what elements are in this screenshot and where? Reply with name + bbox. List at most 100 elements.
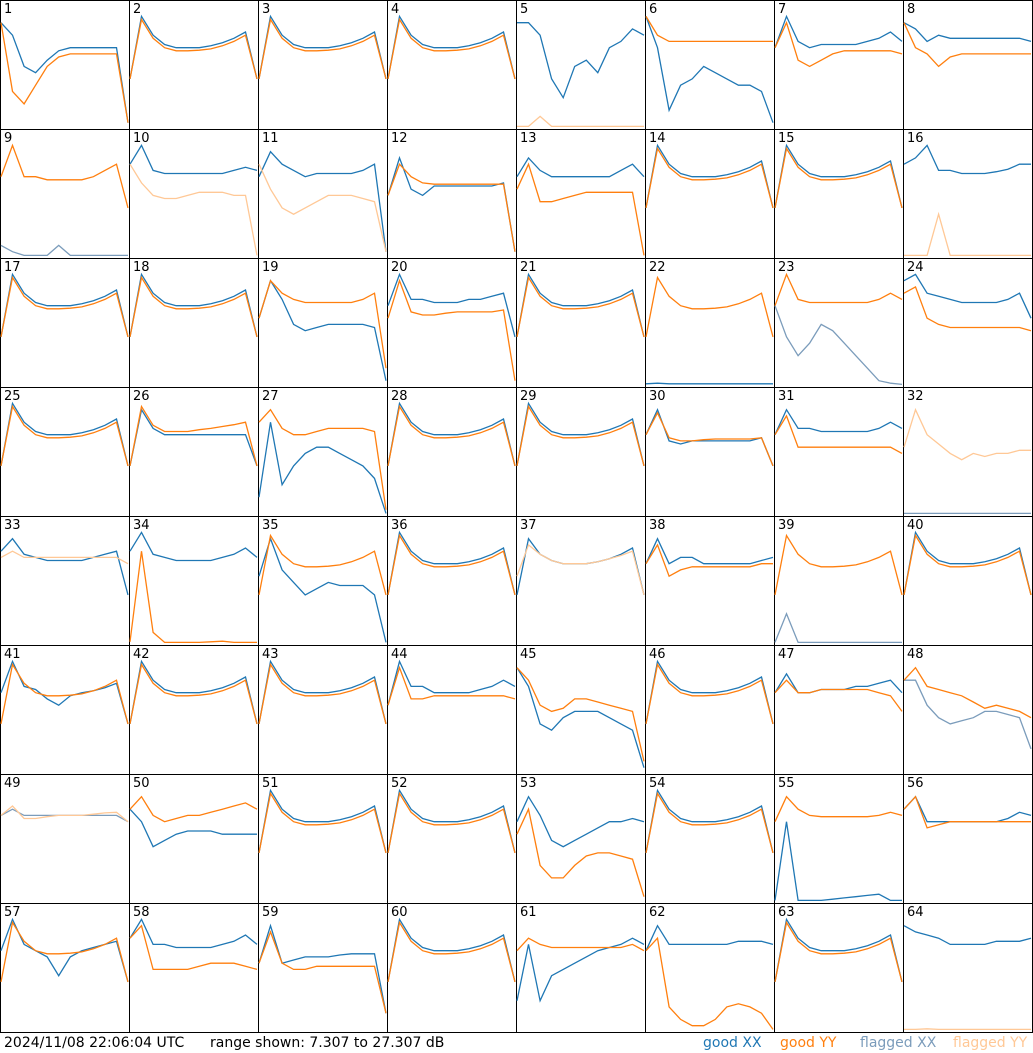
panel-label: 24: [907, 260, 924, 275]
panel-frame: [258, 387, 388, 517]
xx-spectrum: [129, 918, 258, 949]
panel-frame: [774, 774, 904, 904]
xx-spectrum: [258, 14, 387, 80]
panel-frame: [516, 258, 646, 388]
xx-spectrum: [774, 143, 903, 209]
yy-spectrum: [0, 805, 129, 823]
panel-frame: [0, 258, 130, 388]
panel-label: 55: [778, 776, 795, 791]
xx-spectrum: [645, 537, 774, 565]
yy-spectrum: [645, 16, 773, 43]
range-label: range shown: 7.307 to 27.307 dB: [210, 1035, 444, 1051]
yy-spectrum: [129, 17, 258, 80]
yy-spectrum: [516, 162, 645, 256]
xx-spectrum: [903, 530, 1032, 596]
panel-frame: [774, 645, 904, 775]
yy-spectrum: [516, 404, 645, 467]
yy-spectrum: [258, 163, 387, 252]
yy-spectrum: [645, 662, 774, 725]
panel-label: 4: [391, 2, 399, 17]
yy-spectrum: [903, 666, 1032, 719]
panel-label: 5: [520, 2, 528, 17]
panel-frame: [0, 387, 130, 517]
panel-label: 47: [778, 647, 795, 662]
yy-spectrum: [387, 920, 516, 983]
panel-label: 6: [649, 2, 657, 17]
panel-label: 54: [649, 776, 666, 791]
xx-spectrum: [516, 401, 645, 467]
yy-spectrum: [387, 533, 516, 596]
yy-spectrum: [516, 807, 645, 897]
panel-label: 35: [262, 518, 279, 533]
panel-label: 31: [778, 389, 795, 404]
panel-frame: [645, 774, 775, 904]
panel-frame: [774, 0, 904, 130]
panel-frame: [258, 774, 388, 904]
yy-spectrum: [774, 795, 903, 822]
panel-label: 62: [649, 905, 666, 920]
panel-label: 30: [649, 389, 666, 404]
panel-frame: [0, 774, 130, 904]
yy-spectrum: [129, 275, 258, 338]
panel-label: 27: [262, 389, 279, 404]
legend-entry: good XX: [703, 1035, 762, 1051]
panel-frame: [258, 516, 388, 646]
panel-label: 23: [778, 260, 795, 275]
panel-frame: [258, 0, 388, 130]
xx-spectrum: [387, 530, 516, 596]
panel-label: 1: [4, 2, 12, 17]
xx-spectrum: [516, 156, 645, 178]
yy-spectrum: [129, 404, 258, 467]
yy-spectrum: [258, 17, 387, 80]
yy-spectrum: [903, 795, 1031, 829]
xx-spectrum: [129, 531, 258, 562]
xx-spectrum: [258, 536, 387, 643]
xx-spectrum: [129, 659, 258, 725]
yy-spectrum: [774, 679, 903, 712]
xx-spectrum: [258, 923, 387, 1014]
yy-spectrum: [903, 285, 1032, 332]
panel-frame: [129, 516, 259, 646]
yy-spectrum: [387, 665, 516, 706]
yy-spectrum: [129, 924, 258, 971]
panel-label: 15: [778, 131, 795, 146]
xx-spectrum: [516, 667, 645, 768]
xx-spectrum: [645, 659, 774, 725]
panel-label: 20: [391, 260, 408, 275]
panel-frame: [645, 129, 775, 259]
panel-frame: [645, 258, 775, 388]
xx-spectrum: [0, 537, 129, 596]
yy-spectrum: [258, 533, 387, 596]
xx-spectrum: [774, 821, 902, 902]
panel-frame: [774, 129, 904, 259]
panel-label: 38: [649, 518, 666, 533]
panel-frame: [387, 516, 517, 646]
yy-spectrum: [645, 936, 774, 1030]
yy-spectrum: [645, 411, 774, 467]
xx-spectrum: [774, 305, 903, 386]
panel-label: 22: [649, 260, 666, 275]
xx-spectrum: [129, 272, 258, 338]
panel-label: 17: [4, 260, 21, 275]
xx-spectrum: [387, 14, 516, 80]
yy-spectrum: [774, 414, 903, 454]
yy-spectrum: [774, 272, 903, 306]
panel-frame: [0, 645, 130, 775]
yy-spectrum: [516, 543, 645, 596]
yy-spectrum: [516, 667, 645, 762]
panel-label: 46: [649, 647, 666, 662]
yy-spectrum: [645, 791, 774, 854]
panel-label: 8: [907, 2, 915, 17]
panel-frame: [516, 774, 646, 904]
panel-frame: [774, 258, 904, 388]
panel-frame: [645, 645, 775, 775]
panel-label: 10: [133, 131, 150, 146]
yy-spectrum: [387, 278, 516, 381]
panel-frame: [387, 258, 517, 388]
xx-spectrum: [0, 272, 129, 338]
xx-spectrum: [0, 401, 129, 467]
xx-spectrum: [129, 808, 257, 848]
panel-label: 29: [520, 389, 537, 404]
panel-label: 37: [520, 518, 537, 533]
xx-spectrum: [0, 659, 129, 725]
